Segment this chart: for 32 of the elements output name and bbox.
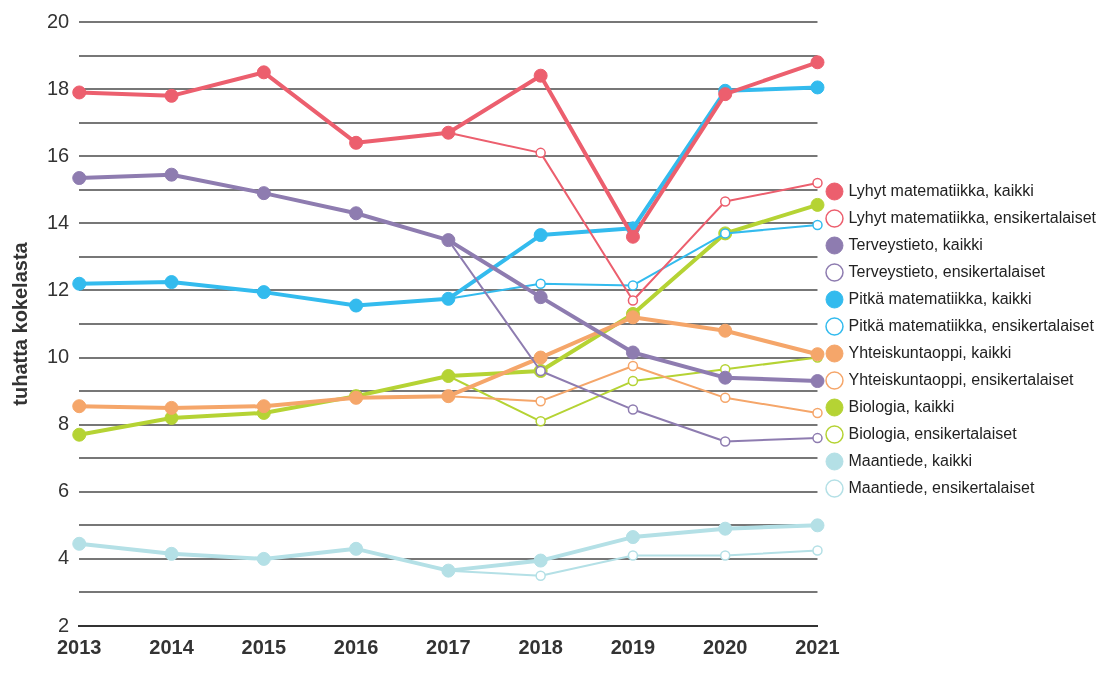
- legend-label: Pitkä matematiikka, ensikertalaiset: [848, 316, 1095, 334]
- x-tick-label: 2017: [426, 635, 471, 658]
- y-axis-title: tuhatta kokelasta: [8, 241, 31, 406]
- x-tick-label: 2021: [795, 635, 840, 658]
- legend-label: Yhteiskuntaoppi, kaikki: [848, 343, 1012, 361]
- x-tick-label: 2018: [518, 635, 563, 658]
- y-tick-label: 16: [47, 143, 70, 166]
- x-tick-label: 2016: [333, 635, 379, 658]
- y-tick-label: 6: [58, 479, 70, 502]
- x-tick-label: 2013: [57, 635, 102, 658]
- legend-label: Lyhyt matematiikka, ensikertalaiset: [848, 208, 1097, 226]
- y-tick-label: 12: [47, 277, 70, 300]
- x-tick-label: 2014: [149, 635, 195, 658]
- y-tick-label: 4: [58, 546, 70, 569]
- legend-label: Terveystieto, ensikertalaiset: [848, 262, 1046, 280]
- y-tick-label: 14: [47, 210, 70, 233]
- y-tick-label: 20: [47, 9, 70, 32]
- legend-label: Terveystieto, kaikki: [848, 235, 983, 253]
- legend-label: Yhteiskuntaoppi, ensikertalaiset: [848, 370, 1075, 388]
- legend-label: Maantiede, ensikertalaiset: [848, 478, 1035, 496]
- y-tick-label: 8: [58, 412, 70, 435]
- legend-label: Maantiede, kaikki: [848, 451, 973, 469]
- legend-label: Biologia, ensikertalaiset: [848, 424, 1018, 442]
- legend-label: Pitkä matematiikka, kaikki: [848, 289, 1032, 307]
- x-tick-label: 2019: [610, 635, 656, 658]
- legend-label: Lyhyt matematiikka, kaikki: [848, 181, 1034, 199]
- legend-label: Biologia, kaikki: [848, 397, 955, 415]
- x-tick-label: 2020: [702, 635, 748, 658]
- y-tick-label: 10: [47, 345, 70, 368]
- x-tick-label: 2015: [241, 635, 287, 658]
- y-tick-label: 2: [58, 613, 70, 636]
- y-tick-label: 18: [47, 76, 70, 99]
